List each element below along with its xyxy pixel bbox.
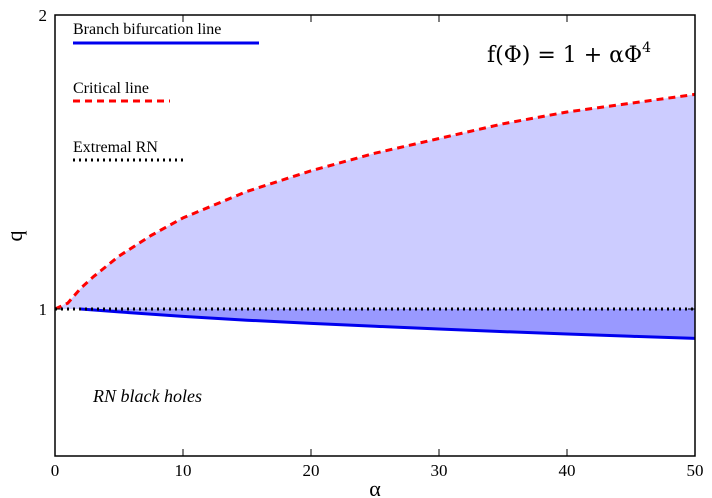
series-critical-line — [54, 92, 696, 311]
legend: Branch bifurcation line Critical line Ex… — [73, 21, 259, 162]
x-tick-label-30: 30 — [431, 461, 448, 480]
fills-layer — [55, 94, 696, 339]
plot-frame — [54, 14, 696, 457]
formula-annotation: f(Φ) = 1 + αΦ4 — [487, 40, 651, 68]
fill-region-2 — [80, 309, 696, 339]
y-tick-label-2: 2 — [39, 6, 48, 25]
ticks-layer: 0 10 20 30 40 50 1 2 — [39, 6, 704, 480]
series-branch-bifurcation-line — [80, 307, 696, 340]
x-tick-label-50: 50 — [687, 461, 704, 480]
legend-label-branch: Branch bifurcation line — [73, 21, 221, 38]
x-tick-label-40: 40 — [559, 461, 576, 480]
fill-region-1 — [55, 94, 695, 310]
x-axis-label: α — [369, 476, 381, 498]
x-tick-label-10: 10 — [175, 461, 192, 480]
x-tick-label-0: 0 — [51, 461, 60, 480]
legend-label-critical: Critical line — [73, 80, 149, 97]
rn-black-holes-annotation: RN black holes — [92, 386, 202, 406]
x-tick-label-20: 20 — [303, 461, 320, 480]
y-axis-label: q — [2, 231, 27, 242]
legend-label-extremal: Extremal RN — [73, 139, 158, 156]
y-tick-label-1: 1 — [39, 300, 48, 319]
series-layer — [54, 92, 696, 340]
